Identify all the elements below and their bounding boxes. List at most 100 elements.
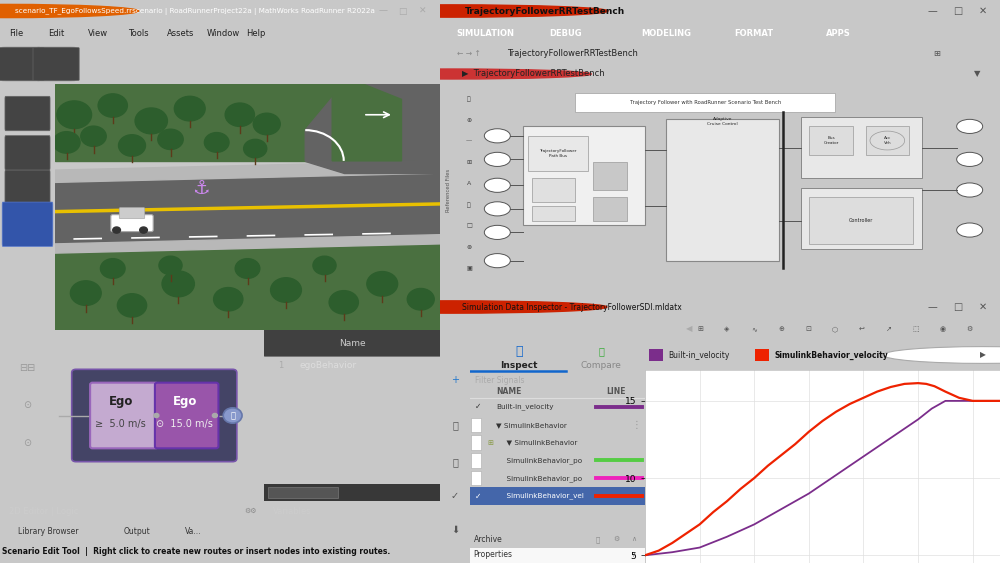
Circle shape [484, 129, 510, 143]
Text: ⊕: ⊕ [778, 326, 784, 332]
Circle shape [484, 225, 510, 239]
Text: SimulinkBehavior_po: SimulinkBehavior_po [502, 475, 582, 481]
Circle shape [484, 178, 510, 193]
Circle shape [253, 113, 280, 135]
Polygon shape [55, 84, 440, 161]
Circle shape [271, 278, 301, 302]
FancyBboxPatch shape [72, 369, 237, 462]
Circle shape [204, 132, 229, 152]
Bar [470, 487, 645, 506]
Text: ▼ SimulinkBehavior: ▼ SimulinkBehavior [496, 422, 567, 428]
Circle shape [214, 288, 243, 311]
Bar [593, 197, 627, 221]
FancyBboxPatch shape [155, 383, 218, 448]
FancyBboxPatch shape [111, 215, 153, 231]
Text: —: — [928, 302, 938, 312]
Circle shape [100, 258, 125, 278]
Bar [471, 471, 481, 485]
Text: A: A [467, 181, 471, 186]
Circle shape [140, 227, 147, 233]
Text: FORMAT: FORMAT [734, 29, 773, 38]
Text: ⊕: ⊕ [466, 118, 472, 123]
Text: ▶  TrajectoryFollowerRRTestBench: ▶ TrajectoryFollowerRRTestBench [462, 69, 605, 78]
Bar [523, 127, 645, 225]
Circle shape [484, 202, 510, 216]
Circle shape [957, 153, 983, 167]
Text: ⬛: ⬛ [467, 202, 471, 208]
Text: 2D Editor | Logic: 2D Editor | Logic [9, 507, 78, 516]
Circle shape [223, 408, 242, 423]
Text: ≥  5.0 m/s: ≥ 5.0 m/s [95, 419, 146, 429]
Text: —: — [466, 138, 472, 144]
Text: Filter Signals: Filter Signals [475, 376, 525, 385]
Text: Archive: Archive [474, 535, 502, 544]
Text: Va...: Va... [185, 526, 201, 535]
Text: ✕: ✕ [979, 302, 987, 312]
Circle shape [98, 94, 127, 117]
Text: □: □ [953, 302, 963, 312]
Polygon shape [55, 173, 440, 244]
Circle shape [329, 291, 358, 314]
Text: —: — [378, 7, 387, 16]
Polygon shape [55, 161, 440, 182]
Text: ⚙: ⚙ [966, 326, 973, 332]
Text: 🗑: 🗑 [596, 536, 600, 543]
Text: 1: 1 [278, 361, 283, 370]
Circle shape [225, 103, 254, 127]
Text: Window: Window [207, 29, 240, 38]
Text: Acc
Veh: Acc Veh [884, 136, 891, 145]
Circle shape [313, 256, 336, 275]
Text: Library Browser: Library Browser [18, 526, 78, 535]
Circle shape [135, 108, 167, 134]
Bar [866, 127, 909, 155]
Bar [593, 162, 627, 190]
Bar [801, 117, 922, 178]
Text: Properties: Properties [474, 550, 512, 559]
Circle shape [235, 258, 260, 278]
Text: View: View [88, 29, 108, 38]
Text: ⊞: ⊞ [466, 160, 472, 165]
Text: ⊗: ⊗ [466, 245, 472, 250]
Bar [264, 330, 440, 356]
Polygon shape [305, 161, 440, 173]
Text: ⚓: ⚓ [193, 179, 210, 198]
Circle shape [407, 288, 434, 310]
Text: ⊙: ⊙ [23, 400, 32, 410]
Circle shape [174, 96, 205, 121]
Text: ▼: ▼ [974, 69, 981, 78]
Bar [809, 197, 913, 244]
Circle shape [293, 301, 607, 313]
Text: SimulinkBehavior_po: SimulinkBehavior_po [502, 457, 582, 464]
Text: □: □ [953, 6, 963, 16]
Text: Scenario Edit Tool  |  Right click to create new routes or insert nodes into exi: Scenario Edit Tool | Right click to crea… [2, 547, 390, 556]
Text: LINE: LINE [606, 387, 626, 396]
FancyBboxPatch shape [119, 208, 145, 218]
Circle shape [91, 414, 95, 417]
Text: ⬡: ⬡ [832, 326, 838, 332]
Text: ✓: ✓ [475, 403, 482, 412]
Text: ⋮: ⋮ [631, 420, 641, 430]
Polygon shape [55, 244, 440, 330]
Text: Edit: Edit [48, 29, 65, 38]
Text: ✕: ✕ [979, 6, 987, 16]
Bar [649, 349, 663, 361]
FancyBboxPatch shape [90, 383, 158, 448]
Bar [575, 93, 835, 112]
Circle shape [119, 135, 145, 157]
Text: ⊞: ⊞ [488, 440, 493, 445]
Text: ⊞: ⊞ [698, 326, 703, 332]
Bar [471, 435, 481, 450]
Text: SIMULATION: SIMULATION [457, 29, 515, 38]
Text: Variables: Variables [273, 507, 311, 516]
Text: ← → ↑: ← → ↑ [457, 50, 481, 59]
Text: Simulation Data Inspector - TrajectoryFollowerSDI.mldatx: Simulation Data Inspector - TrajectoryFo… [462, 302, 682, 311]
Bar [471, 453, 481, 467]
Bar [801, 187, 922, 249]
Text: ✓: ✓ [451, 491, 459, 501]
Text: Bus
Creator: Bus Creator [823, 136, 839, 145]
Text: Built-in_velocity: Built-in_velocity [668, 351, 729, 360]
Circle shape [159, 256, 182, 275]
Text: ◈: ◈ [724, 326, 730, 332]
Text: 📁: 📁 [452, 420, 458, 430]
Text: ⊟⊟: ⊟⊟ [19, 363, 36, 373]
